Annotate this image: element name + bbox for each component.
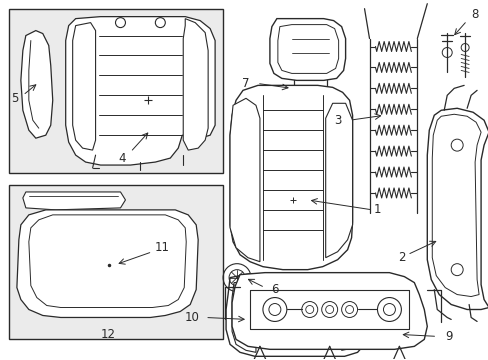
Polygon shape <box>21 31 53 138</box>
Polygon shape <box>183 19 208 150</box>
Polygon shape <box>229 85 352 270</box>
Text: 9: 9 <box>445 330 452 343</box>
Text: 3: 3 <box>333 114 341 127</box>
Polygon shape <box>427 108 488 310</box>
Text: 12: 12 <box>101 328 116 341</box>
Polygon shape <box>325 103 352 258</box>
Polygon shape <box>17 210 198 318</box>
Text: 6: 6 <box>270 283 278 296</box>
Polygon shape <box>232 282 255 352</box>
Polygon shape <box>73 23 95 150</box>
Polygon shape <box>232 273 427 349</box>
Polygon shape <box>341 280 365 350</box>
Text: 2: 2 <box>397 251 405 264</box>
Text: 5: 5 <box>11 92 19 105</box>
Bar <box>9 185 223 339</box>
Text: 4: 4 <box>119 152 126 165</box>
Text: 7: 7 <box>242 77 249 90</box>
Polygon shape <box>229 98 260 262</box>
Text: 10: 10 <box>184 311 199 324</box>
Text: 8: 8 <box>470 8 478 21</box>
Polygon shape <box>269 19 345 80</box>
Polygon shape <box>225 274 367 356</box>
Polygon shape <box>65 17 215 165</box>
Polygon shape <box>23 192 125 210</box>
Text: 11: 11 <box>155 241 169 254</box>
Bar <box>9 9 223 173</box>
Text: 1: 1 <box>373 203 381 216</box>
